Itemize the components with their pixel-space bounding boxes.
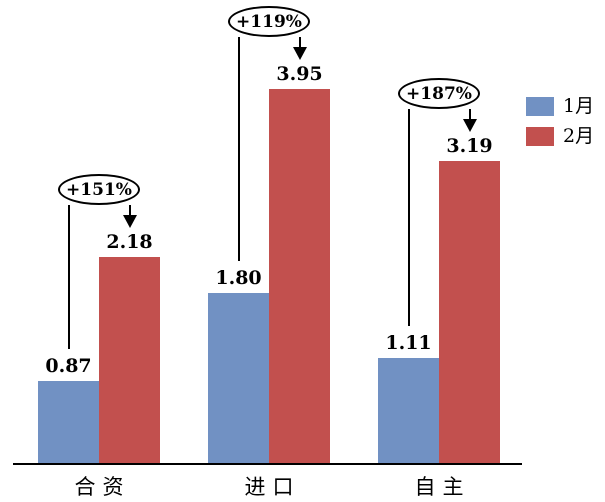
bar-month1-2 [378, 358, 439, 463]
bar-month1-0 [38, 381, 99, 463]
annotation-arrow-stem [468, 109, 471, 119]
legend: 1月 2月 [526, 97, 594, 157]
bar-month1-1 [208, 293, 269, 463]
growth-annotation: +119% [228, 6, 310, 37]
annotation-arrowhead [292, 47, 307, 60]
x-axis-line [13, 463, 522, 465]
bar-month2-1 [269, 89, 330, 463]
category-label: 进口 [244, 475, 301, 499]
category-label: 合资 [74, 475, 131, 499]
value-label: 1.80 [215, 267, 262, 289]
annotation-arrow-stem [128, 205, 131, 215]
annotation-arrowhead [122, 215, 137, 228]
value-label: 2.18 [106, 231, 153, 253]
value-label: 3.19 [446, 135, 493, 157]
growth-annotation: +187% [398, 78, 480, 109]
legend-swatch-month2 [526, 127, 554, 146]
legend-swatch-month1 [526, 97, 554, 116]
legend-item-month2: 2月 [526, 127, 594, 146]
annotation-line [407, 109, 410, 326]
annotation-line [67, 205, 70, 349]
annotation-arrowhead [462, 119, 477, 132]
legend-label-month2: 2月 [563, 125, 595, 147]
annotation-arrow-stem [298, 37, 301, 47]
legend-label-month1: 1月 [563, 95, 595, 117]
value-label: 0.87 [45, 355, 92, 377]
annotation-line [237, 37, 240, 261]
value-label: 1.11 [385, 332, 432, 354]
bar-month2-2 [439, 161, 500, 463]
bar-month2-0 [99, 257, 160, 463]
category-label: 自主 [414, 475, 471, 499]
value-label: 3.95 [276, 63, 323, 85]
legend-item-month1: 1月 [526, 97, 594, 116]
growth-annotation: +151% [58, 174, 140, 205]
